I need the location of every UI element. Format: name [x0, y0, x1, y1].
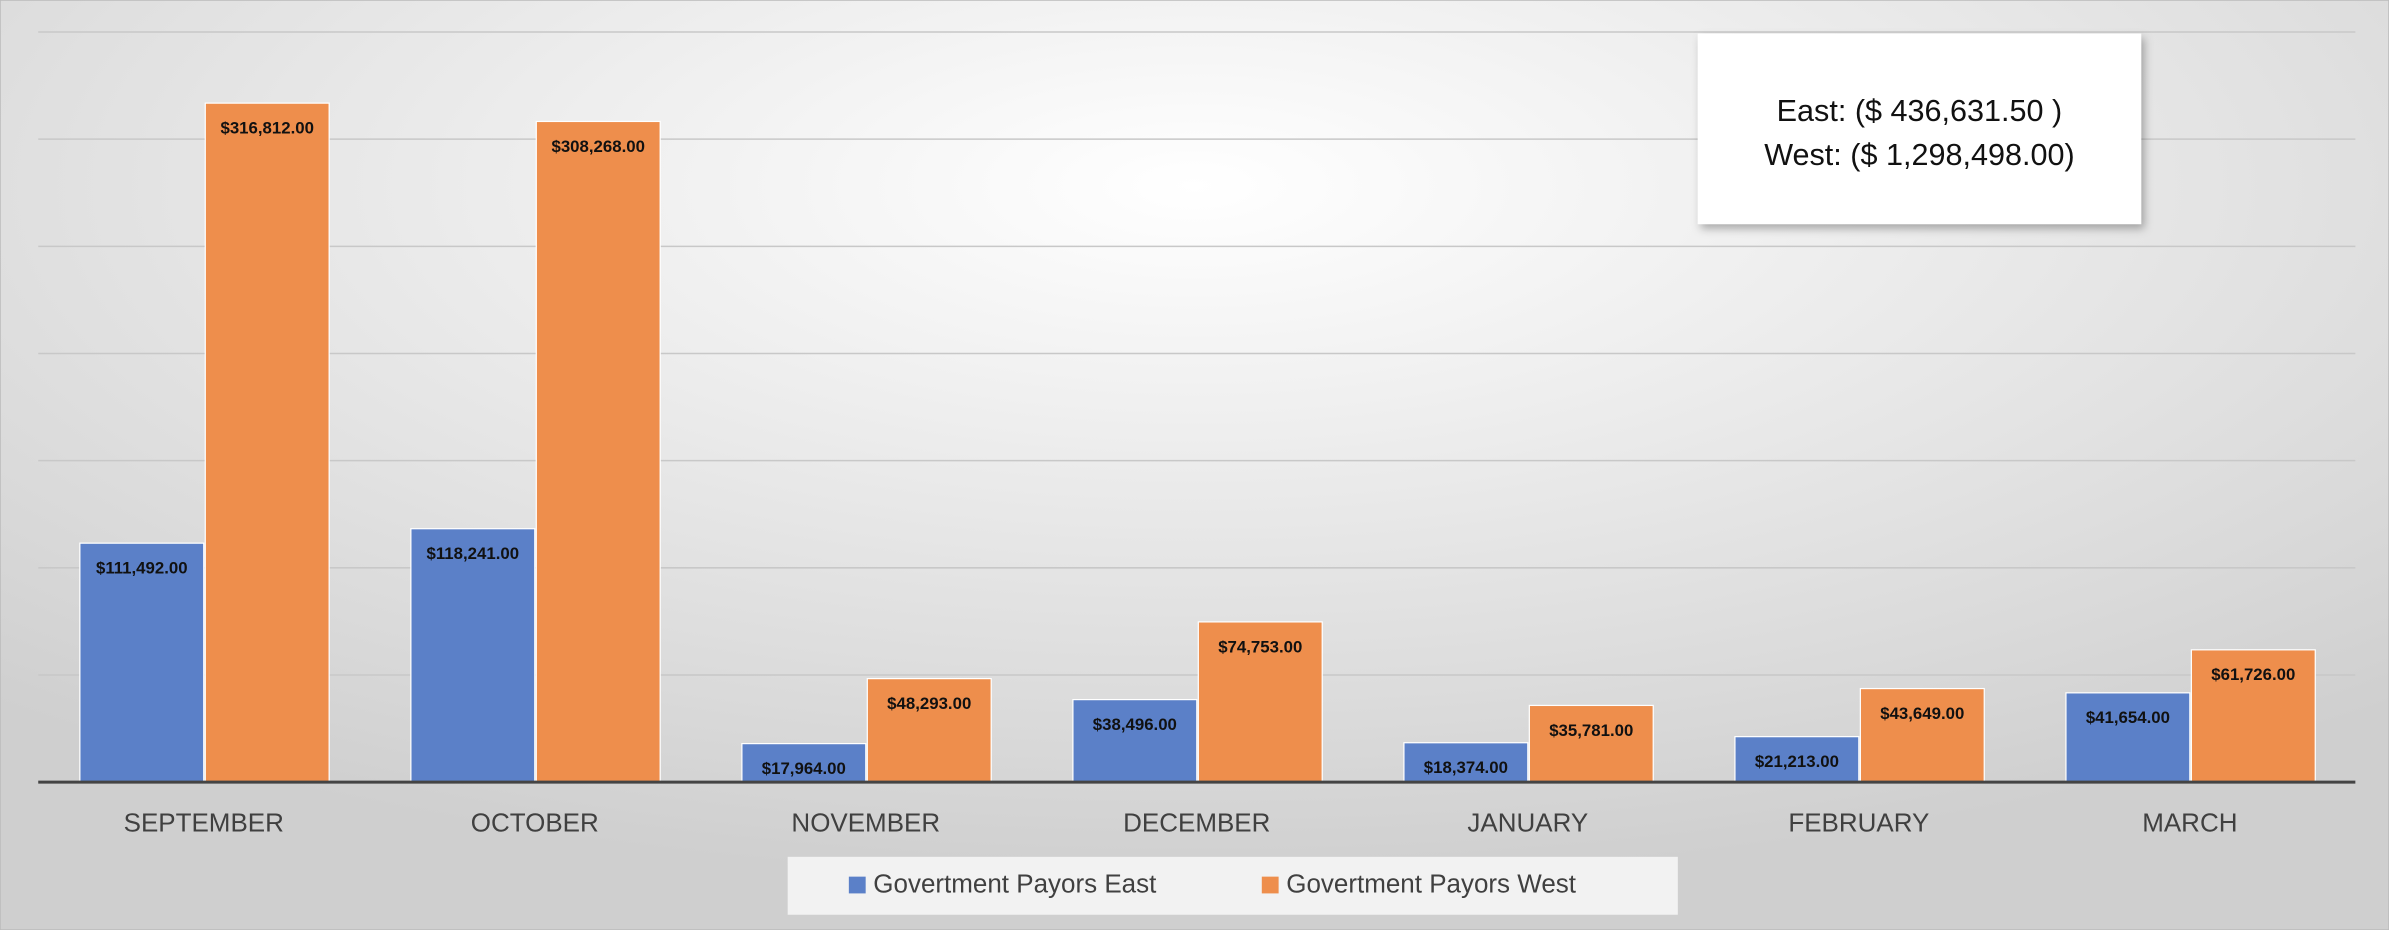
legend-label: Govertment Payors East	[873, 871, 1157, 899]
x-tick-label: DECEMBER	[1123, 810, 1270, 838]
bar	[1072, 699, 1198, 783]
data-label: $61,726.00	[2211, 665, 2295, 684]
x-tick-label: FEBRUARY	[1788, 810, 1929, 838]
x-tick-label: OCTOBER	[471, 810, 599, 838]
legend-swatch	[848, 876, 866, 894]
bar	[1859, 687, 1985, 783]
bar	[1528, 704, 1654, 783]
bar	[2065, 692, 2191, 783]
data-label: $111,492.00	[96, 559, 188, 578]
annotation-line: East: ($ 436,631.50 )	[1777, 94, 2063, 128]
bar	[2190, 649, 2316, 783]
x-tick-label: MARCH	[2142, 810, 2237, 838]
data-label: $308,268.00	[551, 137, 644, 156]
data-label: $38,496.00	[1093, 715, 1177, 734]
x-tick-label: NOVEMBER	[791, 810, 940, 838]
bar	[204, 102, 330, 783]
bar	[535, 120, 661, 783]
legend-label: Govertment Payors West	[1286, 871, 1577, 899]
bar	[1403, 742, 1529, 783]
data-label: $316,812.00	[220, 119, 313, 138]
data-label: $17,964.00	[762, 759, 846, 778]
data-label: $48,293.00	[887, 694, 971, 713]
bar	[741, 743, 867, 783]
data-label: $118,241.00	[427, 544, 520, 563]
data-label: $43,649.00	[1880, 704, 1964, 723]
legend-swatch	[1261, 876, 1279, 894]
data-label: $74,753.00	[1218, 637, 1302, 656]
data-label: $41,654.00	[2086, 708, 2170, 727]
bar	[79, 542, 205, 783]
x-tick-label: SEPTEMBER	[124, 810, 284, 838]
bar	[1197, 621, 1323, 783]
annotation-line: West: ($ 1,298,498.00)	[1764, 138, 2075, 172]
legend-box	[787, 856, 1678, 915]
annotation-box	[1697, 33, 2142, 225]
bar	[410, 528, 536, 783]
bar	[866, 678, 992, 783]
data-label: $21,213.00	[1755, 752, 1839, 771]
bar	[1734, 736, 1860, 783]
data-label: $18,374.00	[1424, 758, 1508, 777]
data-label: $35,781.00	[1549, 721, 1633, 740]
x-tick-label: JANUARY	[1467, 810, 1588, 838]
